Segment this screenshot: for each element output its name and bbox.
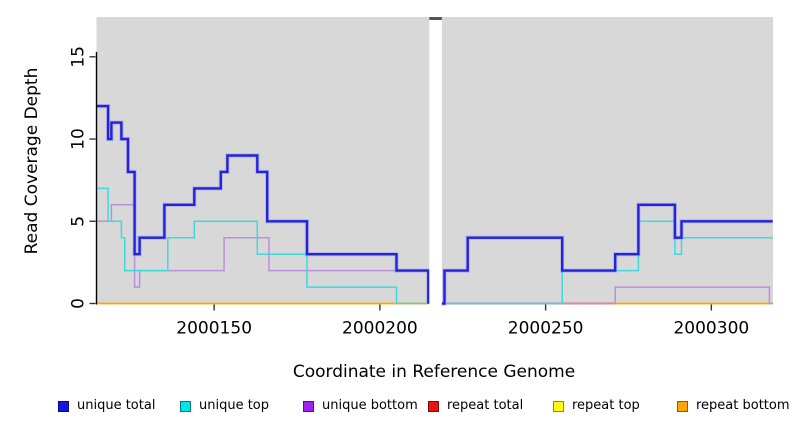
x-axis-title: Coordinate in Reference Genome — [292, 362, 576, 382]
legend-label: unique bottom — [322, 398, 418, 413]
legend-item-unique-total: unique total — [58, 395, 155, 417]
unique-total-swatch-icon — [58, 400, 69, 412]
no-data-gap-top-border — [429, 17, 442, 20]
repeat-total-swatch-icon — [428, 400, 439, 412]
legend-item-repeat-bottom: repeat bottom — [677, 395, 790, 417]
legend-label: unique total — [77, 398, 156, 413]
unique-top-swatch-icon — [180, 400, 191, 412]
repeat-bottom-swatch-icon — [677, 400, 688, 412]
x-axis-tick-label: 2000300 — [673, 319, 749, 339]
legend-label: repeat bottom — [696, 398, 790, 413]
legend-label: unique top — [199, 398, 270, 413]
legend-item-unique-bottom: unique bottom — [303, 395, 418, 417]
legend-label: repeat total — [447, 398, 524, 413]
y-axis-tick-label: 0 — [69, 298, 89, 309]
repeat-top-swatch-icon — [553, 400, 564, 412]
legend-item-unique-top: unique top — [180, 395, 269, 417]
x-axis-tick-label: 2000250 — [508, 319, 584, 339]
x-axis-tick-label: 2000150 — [176, 319, 252, 339]
unique-bottom-swatch-icon — [303, 400, 314, 412]
series-unique-top — [96, 187, 429, 305]
chart-legend: unique total unique top unique bottom re… — [0, 395, 792, 421]
series-unique-total — [96, 104, 430, 304]
x-axis-tick-label: 2000200 — [342, 319, 418, 339]
series-unique-top — [441, 220, 773, 305]
legend-item-repeat-top: repeat top — [553, 395, 640, 417]
series-unique-total — [441, 203, 773, 305]
no-data-gap — [429, 17, 442, 305]
y-axis-tick-label: 15 — [69, 46, 89, 68]
y-axis-tick-label: 10 — [69, 128, 89, 150]
legend-label: repeat top — [572, 398, 640, 413]
series-unique-bottom — [441, 286, 773, 305]
legend-item-repeat-total: repeat total — [428, 395, 523, 417]
y-axis-title: Read Coverage Depth — [22, 67, 42, 255]
y-axis-tick-label: 5 — [69, 216, 89, 227]
